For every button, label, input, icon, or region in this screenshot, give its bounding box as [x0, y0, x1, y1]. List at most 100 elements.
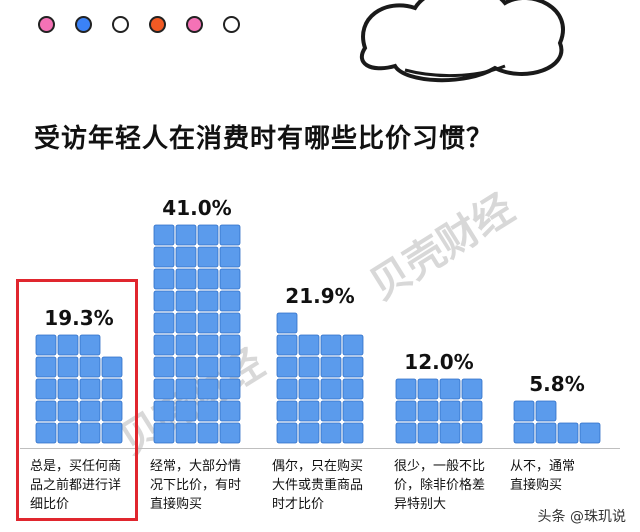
- bar-tile: [153, 378, 175, 400]
- dot-icon: [223, 16, 240, 33]
- bar-tile: [175, 400, 197, 422]
- bar-tile: [153, 290, 175, 312]
- bar-tile: [320, 400, 342, 422]
- bar-tile: [276, 356, 298, 378]
- bar-tile: [219, 290, 241, 312]
- category-label-line: 细比价: [30, 497, 70, 512]
- category-label-line: 况下比价，有时: [150, 478, 242, 493]
- bar-tile: [219, 246, 241, 268]
- bar-tile: [461, 378, 483, 400]
- bar-2: [153, 224, 241, 444]
- category-label-4: 很少，一般不比 价，除非价格差 异特别大: [394, 457, 512, 514]
- bar-tile: [35, 422, 57, 444]
- bar-tile: [513, 422, 535, 444]
- bar-tile: [219, 400, 241, 422]
- data-label-5: 5.8%: [529, 372, 584, 396]
- bar-tile: [417, 422, 439, 444]
- bar-tile: [79, 334, 101, 356]
- bar-tile: [57, 422, 79, 444]
- bar-tile: [219, 224, 241, 246]
- bar-tile: [298, 378, 320, 400]
- bar-tile: [153, 312, 175, 334]
- bar-3: [276, 312, 364, 444]
- bar-tile: [535, 400, 557, 422]
- category-label-line: 很少，一般不比: [394, 459, 486, 474]
- bar-tile: [439, 400, 461, 422]
- bar-tile: [101, 356, 123, 378]
- bar-tile: [439, 422, 461, 444]
- bar-tile: [153, 246, 175, 268]
- bar-tile: [461, 400, 483, 422]
- bar-tile: [175, 268, 197, 290]
- dot-icon: [149, 16, 166, 33]
- category-label-line: 品之前都进行详: [30, 478, 122, 493]
- data-label-2: 41.0%: [162, 196, 231, 220]
- bar-tile: [298, 334, 320, 356]
- bar-tile: [197, 290, 219, 312]
- x-axis-line: [20, 448, 620, 449]
- bar-tile: [342, 356, 364, 378]
- bar-tile: [219, 378, 241, 400]
- bar-tile: [175, 224, 197, 246]
- bar-tile: [153, 268, 175, 290]
- dot-icon: [38, 16, 55, 33]
- category-label-line: 时才比价: [272, 497, 325, 512]
- bar-tile: [57, 356, 79, 378]
- bar-tile: [153, 334, 175, 356]
- bar-tile: [35, 378, 57, 400]
- bar-tile: [342, 422, 364, 444]
- bar-tile: [57, 378, 79, 400]
- bar-tile: [219, 312, 241, 334]
- bar-tile: [79, 378, 101, 400]
- bar-tile: [276, 334, 298, 356]
- bar-4: [395, 378, 483, 444]
- bar-tile: [342, 378, 364, 400]
- bar-tile: [35, 356, 57, 378]
- bar-tile: [197, 246, 219, 268]
- bar-tile: [461, 422, 483, 444]
- bar-tile: [298, 356, 320, 378]
- bar-tile: [276, 378, 298, 400]
- bar-tile: [175, 334, 197, 356]
- bar-tile: [219, 422, 241, 444]
- data-label-3: 21.9%: [285, 284, 354, 308]
- data-label-1: 19.3%: [44, 306, 113, 330]
- bar-tile: [153, 400, 175, 422]
- category-label-line: 直接购买: [510, 478, 563, 493]
- bar-tile: [175, 378, 197, 400]
- bar-tile: [219, 268, 241, 290]
- category-label-1: 总是，买任何商 品之前都进行详 细比价: [30, 457, 148, 514]
- bar-tile: [101, 400, 123, 422]
- bar-tile: [197, 378, 219, 400]
- category-label-line: 经常，大部分情: [150, 459, 242, 474]
- bar-tile: [395, 400, 417, 422]
- footer-credit: 头条 @珠玑说: [537, 509, 626, 525]
- bar-tile: [557, 422, 579, 444]
- bar-1: [35, 334, 123, 444]
- bar-tile: [197, 356, 219, 378]
- bar-tile: [320, 422, 342, 444]
- dot-icon: [75, 16, 92, 33]
- bar-tile: [153, 356, 175, 378]
- bar-tile: [219, 334, 241, 356]
- dot-icon: [186, 16, 203, 33]
- category-label-line: 总是，买任何商: [30, 459, 122, 474]
- bar-tile: [175, 422, 197, 444]
- bar-tile: [197, 400, 219, 422]
- bar-tile: [35, 334, 57, 356]
- cloud-decoration: [359, 0, 565, 83]
- category-label-2: 经常，大部分情 况下比价，有时 直接购买: [150, 457, 268, 514]
- bar-tile: [513, 400, 535, 422]
- bar-tile: [197, 224, 219, 246]
- category-label-line: 从不，通常: [510, 459, 576, 474]
- data-label-4: 12.0%: [404, 350, 473, 374]
- category-label-line: 价，除非价格差: [394, 478, 486, 493]
- bar-tile: [175, 356, 197, 378]
- category-label-line: 异特别大: [394, 497, 447, 512]
- dot-icon: [112, 16, 129, 33]
- bar-tile: [276, 400, 298, 422]
- bar-tile: [395, 422, 417, 444]
- bar-tile: [79, 356, 101, 378]
- category-label-line: 偶尔，只在购买: [272, 459, 364, 474]
